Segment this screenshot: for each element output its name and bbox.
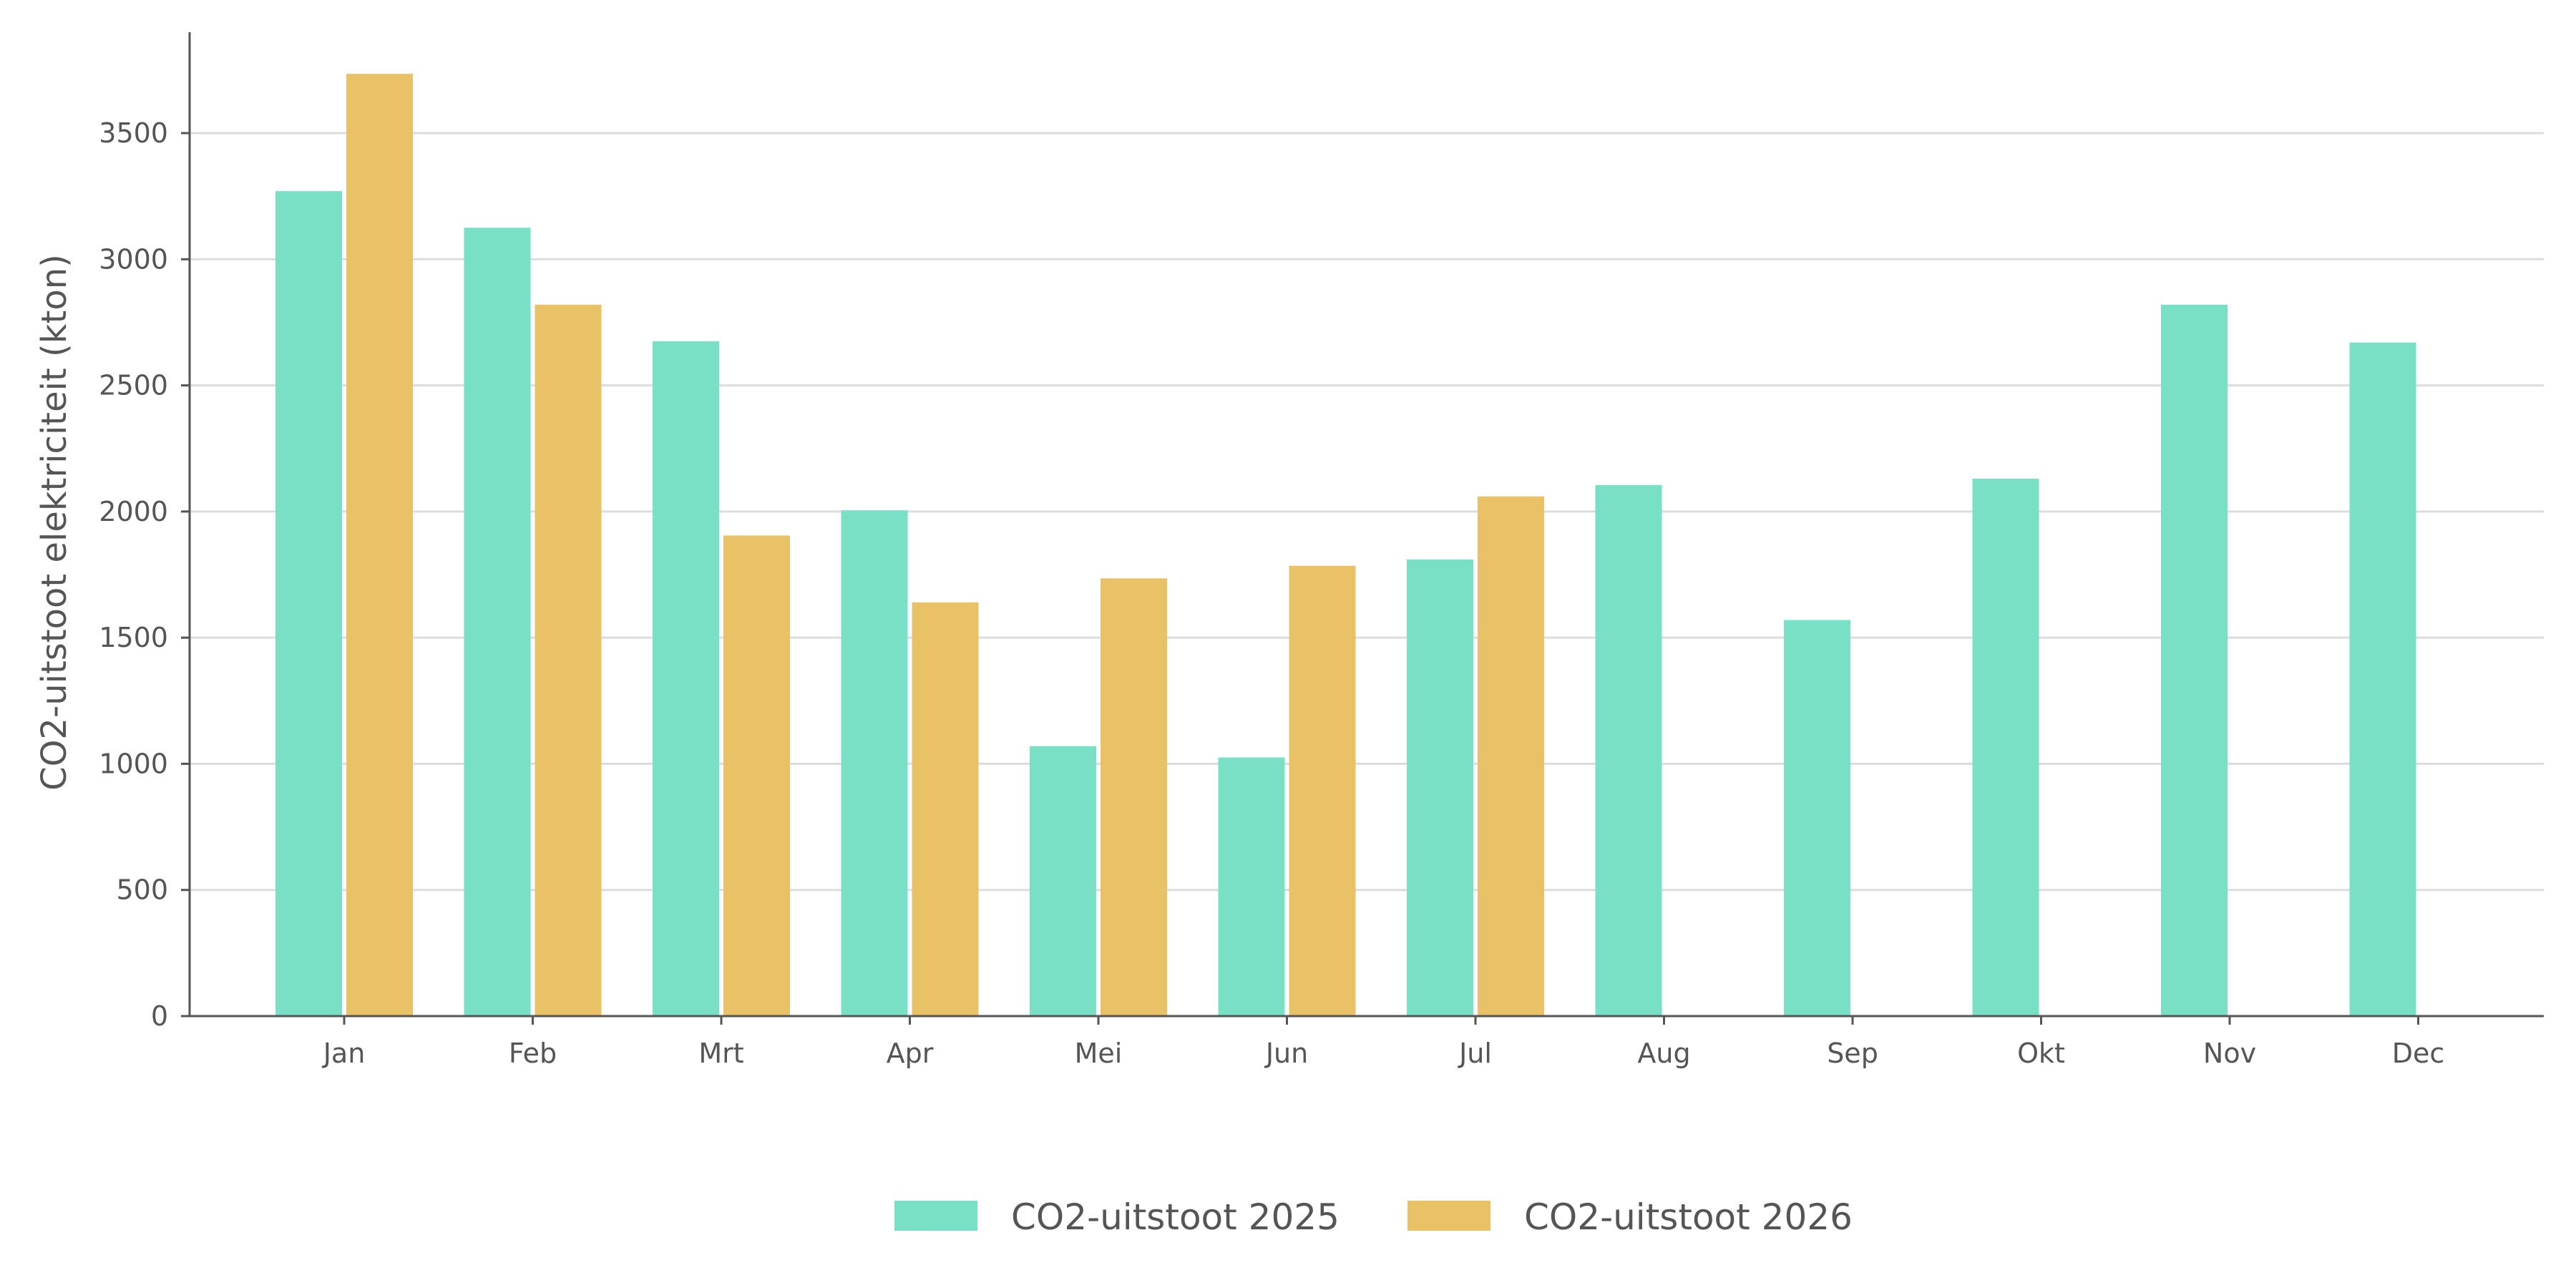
y-tick-label: 500 [116,874,168,906]
bar-jul-series-1 [1407,559,1473,1016]
x-tick-label: Apr [887,1038,934,1069]
legend-swatch-2 [1407,1201,1491,1231]
x-tick-label: Jul [1458,1038,1492,1069]
bar-okt-series-1 [1972,479,2039,1016]
x-tick-label: Mrt [698,1038,743,1069]
y-axis-title: CO2-uitstoot elektriciteit (kton) [34,254,74,791]
y-tick-label: 2500 [99,370,168,401]
bar-mei-series-1 [1030,746,1096,1016]
y-tick-label: 1500 [99,622,168,653]
y-tick-labels: 0 500 1000 1500 2000 2500 3000 3500 [99,117,190,1032]
bar-jun-series-2 [1289,565,1356,1016]
bar-jan-series-1 [275,191,342,1017]
x-tick-label: Aug [1637,1038,1690,1069]
x-tick-label: Mei [1075,1038,1123,1069]
bar-mrt-series-2 [723,535,790,1016]
y-tick-label: 2000 [99,496,168,527]
bar-apr-series-1 [841,510,908,1016]
x-tick-label: Dec [2392,1038,2445,1069]
bar-feb-series-2 [535,304,602,1016]
bar-sep-series-1 [1784,620,1850,1016]
y-tick-label: 3500 [99,117,168,149]
x-tick-label: Jan [322,1038,366,1069]
bar-mei-series-2 [1101,578,1167,1016]
y-tick-label: 3000 [99,243,168,275]
bar-mrt-series-1 [653,341,719,1017]
x-tick-labels: Jan Feb Mrt Apr Mei Jun Jul Aug Sep Okt Nov Dec [322,1016,2445,1069]
bars [275,74,2416,1017]
legend-label-1: CO2-uitstoot 2025 [1011,1196,1340,1238]
bar-feb-series-1 [464,228,531,1016]
axes [188,32,2544,1018]
y-tick-label: 0 [151,1000,168,1032]
bar-nov-series-1 [2161,304,2228,1016]
legend: CO2-uitstoot 2025 CO2-uitstoot 2026 [894,1196,1853,1238]
legend-label-2: CO2-uitstoot 2026 [1524,1196,1853,1238]
x-tick-label: Okt [2017,1038,2065,1069]
x-tick-label: Sep [1827,1038,1878,1069]
x-tick-label: Feb [509,1038,557,1069]
legend-swatch-1 [894,1201,977,1231]
bar-jun-series-1 [1218,757,1285,1016]
x-tick-label: Jun [1264,1038,1308,1069]
bar-jul-series-2 [1478,496,1544,1016]
bar-apr-series-2 [912,602,979,1016]
y-tick-label: 1000 [99,748,168,779]
bar-dec-series-1 [2349,342,2416,1017]
x-tick-label: Nov [2203,1038,2256,1069]
bar-jan-series-2 [346,74,413,1016]
bar-aug-series-1 [1595,484,1662,1016]
